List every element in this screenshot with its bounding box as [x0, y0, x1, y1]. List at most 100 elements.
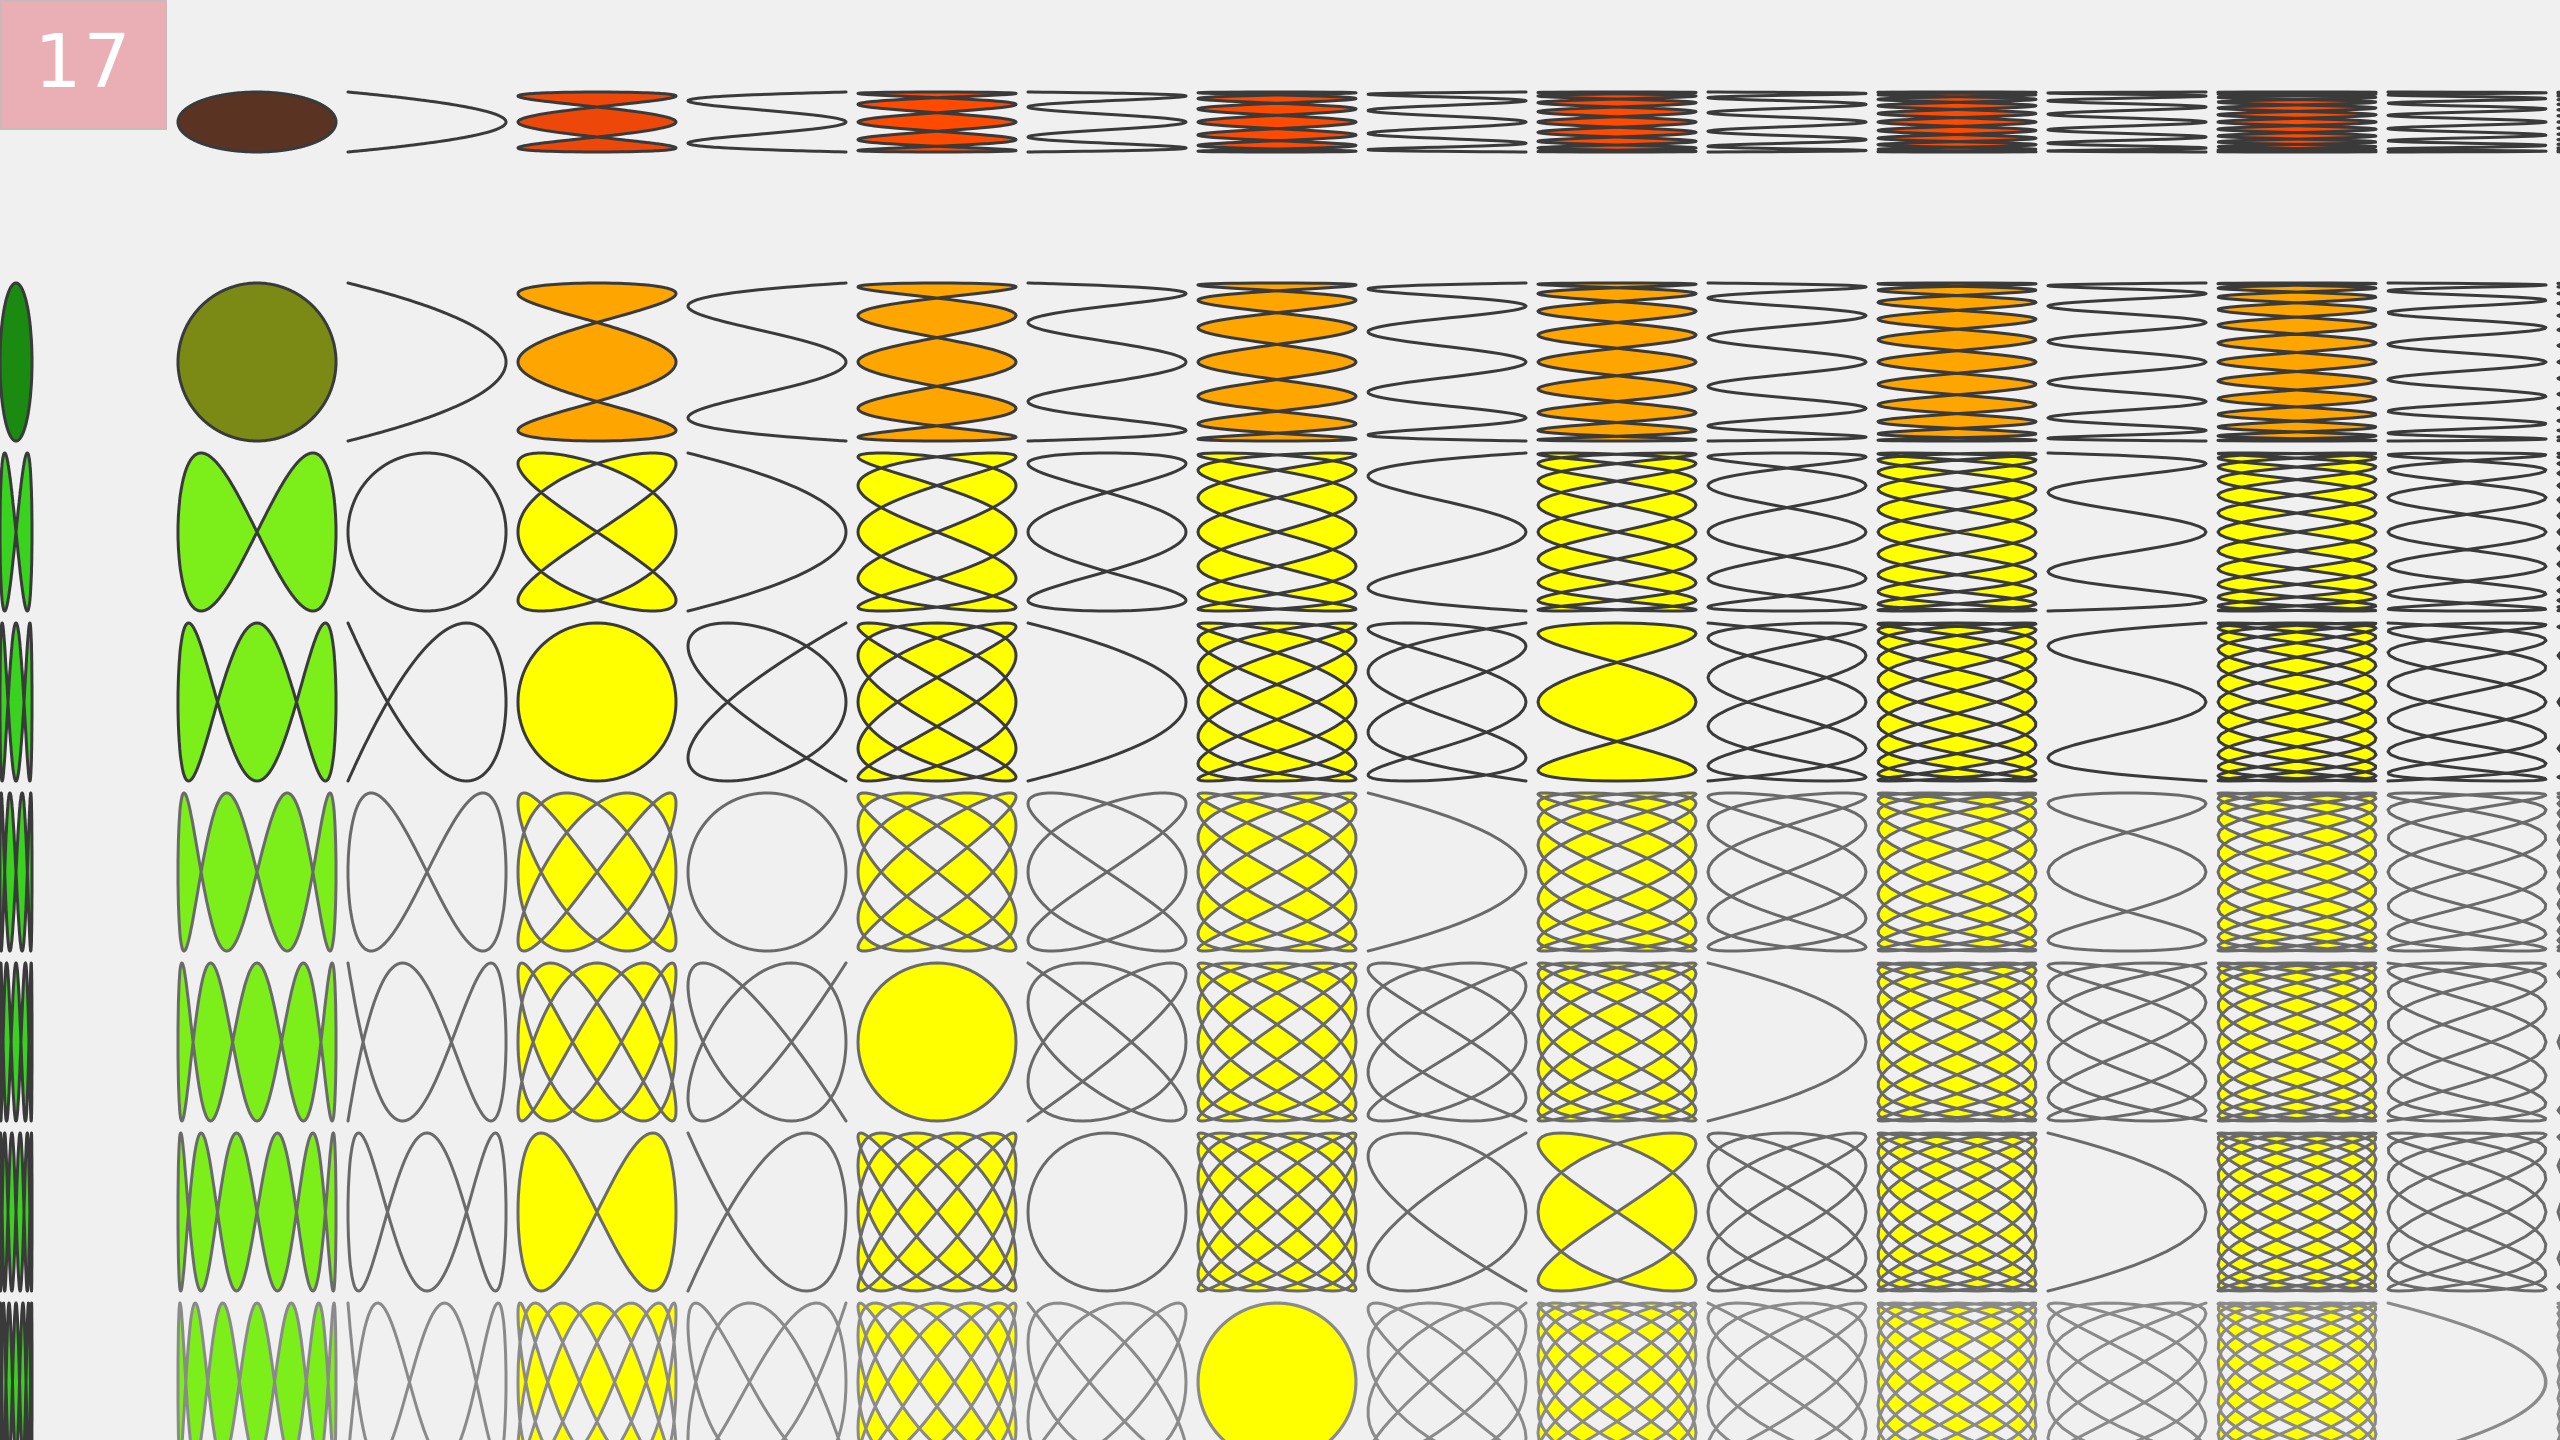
header-curve-14	[2386, 90, 2548, 154]
lissajous-curve-3-6	[516, 1131, 678, 1293]
header-curve-4	[686, 90, 848, 154]
lissajous-curve-11-5	[1876, 961, 2038, 1123]
lissajous-curve-12-2	[2046, 451, 2208, 613]
header-curve-6	[1026, 90, 1188, 154]
lissajous-curve-9-6	[1536, 1131, 1698, 1293]
lissajous-curve-13-2	[2216, 451, 2378, 613]
lissajous-curve-2-5	[346, 961, 508, 1123]
lissajous-curve-15-4	[2556, 791, 2560, 953]
lissajous-curve-4-2	[686, 451, 848, 613]
lissajous-curve-6-6	[1026, 1131, 1188, 1293]
lissajous-curve-8-4	[1366, 791, 1528, 953]
lissajous-curve-9-7	[1536, 1301, 1698, 1440]
lissajous-curve-1-5	[176, 961, 338, 1123]
lissajous-curve-6-2	[1026, 451, 1188, 613]
lissajous-curve-1-2	[176, 451, 338, 613]
lissajous-curve-15-3	[2556, 624, 2560, 780]
header-curve-9	[1536, 90, 1698, 154]
lissajous-curve-5-2	[856, 451, 1018, 613]
lissajous-curve-2-3	[346, 621, 508, 783]
lissajous-curve-6-4	[1026, 791, 1188, 953]
lissajous-curve-11-1	[1876, 281, 2038, 443]
lissajous-curve-11-3	[1876, 621, 2038, 783]
lissajous-curve-14-6	[2386, 1131, 2548, 1293]
lissajous-curve-1-6	[176, 1131, 338, 1293]
lissajous-curve-13-1	[2216, 281, 2378, 443]
lissajous-curve-2-7	[346, 1301, 508, 1440]
lissajous-curve-9-3	[1536, 621, 1698, 783]
lissajous-curve-4-4	[686, 791, 848, 953]
lissajous-curve-4-6	[686, 1131, 848, 1293]
lissajous-curve-13-3	[2216, 621, 2378, 783]
lissajous-curve-10-1	[1706, 281, 1868, 443]
lissajous-curve-14-3	[2386, 621, 2548, 783]
lissajous-curve-3-5	[516, 961, 678, 1123]
lissajous-curve-5-7	[856, 1301, 1018, 1440]
lissajous-curve-9-1	[1536, 281, 1698, 443]
lissajous-curve-10-3	[1706, 621, 1868, 783]
lissajous-curve-4-3	[686, 621, 848, 783]
lissajous-curve-3-2	[516, 451, 678, 613]
lissajous-curve-1-1	[176, 281, 338, 443]
lissajous-curve-1-4	[176, 791, 338, 953]
lissajous-curve-3-7	[516, 1301, 678, 1440]
lissajous-curve-15-6	[2556, 1133, 2560, 1291]
lissajous-curve-5-3	[856, 621, 1018, 783]
header-curve-2	[346, 90, 508, 154]
lissajous-curve-2-1	[346, 281, 508, 443]
lissajous-curve-6-5	[1026, 961, 1188, 1123]
lissajous-curve-8-1	[1366, 281, 1528, 443]
lissajous-curve-11-6	[1876, 1131, 2038, 1293]
lissajous-curve-10-4	[1706, 791, 1868, 953]
lissajous-curve-14-1	[2386, 281, 2548, 443]
lissajous-curve-13-7	[2216, 1301, 2378, 1440]
lissajous-curve-8-3	[1366, 621, 1528, 783]
lissajous-curve-7-2	[1196, 451, 1358, 613]
lissajous-curve-13-6	[2216, 1131, 2378, 1293]
lissajous-curve-5-5	[856, 961, 1018, 1123]
lissajous-curve-7-5	[1196, 961, 1358, 1123]
lissajous-curve-7-1	[1196, 281, 1358, 443]
lissajous-curve-3-3	[516, 621, 678, 783]
lissajous-curve-6-3	[1026, 621, 1188, 783]
header-curve-11	[1876, 90, 2038, 154]
left-curve-4	[0, 791, 34, 953]
lissajous-curve-13-4	[2216, 791, 2378, 953]
lissajous-curve-4-5	[686, 961, 848, 1123]
lissajous-curve-2-6	[346, 1131, 508, 1293]
lissajous-curve-8-5	[1366, 961, 1528, 1123]
lissajous-curve-9-2	[1536, 451, 1698, 613]
lissajous-curve-13-5	[2216, 961, 2378, 1123]
lissajous-curve-7-6	[1196, 1131, 1358, 1293]
header-curve-13	[2216, 90, 2378, 154]
lissajous-curve-15-2	[2556, 451, 2560, 613]
lissajous-curve-12-6	[2046, 1131, 2208, 1293]
lissajous-curve-15-5	[2556, 969, 2560, 1115]
left-curve-6	[0, 1131, 34, 1293]
lissajous-curve-14-2	[2386, 451, 2548, 613]
left-curve-3	[0, 621, 34, 783]
header-curve-1	[176, 90, 338, 154]
lissajous-curve-14-7	[2386, 1301, 2548, 1440]
lissajous-curve-12-1	[2046, 281, 2208, 443]
lissajous-curve-11-4	[1876, 791, 2038, 953]
lissajous-curve-10-6	[1706, 1131, 1868, 1293]
lissajous-curve-5-4	[856, 791, 1018, 953]
header-curve-12	[2046, 90, 2208, 154]
header-curve-15	[2556, 90, 2560, 154]
lissajous-curve-12-7	[2046, 1301, 2208, 1440]
lissajous-curve-9-5	[1536, 961, 1698, 1123]
lissajous-curve-8-2	[1366, 451, 1528, 613]
lissajous-curve-10-2	[1706, 451, 1868, 613]
page-number-badge: 17	[0, 0, 167, 130]
header-curve-3	[516, 90, 678, 154]
lissajous-curve-14-5	[2386, 961, 2548, 1123]
lissajous-curve-11-2	[1876, 451, 2038, 613]
lissajous-curve-7-3	[1196, 621, 1358, 783]
lissajous-curve-5-6	[856, 1131, 1018, 1293]
header-curve-7	[1196, 90, 1358, 154]
header-curve-8	[1366, 90, 1528, 154]
lissajous-curve-2-2	[346, 451, 508, 613]
